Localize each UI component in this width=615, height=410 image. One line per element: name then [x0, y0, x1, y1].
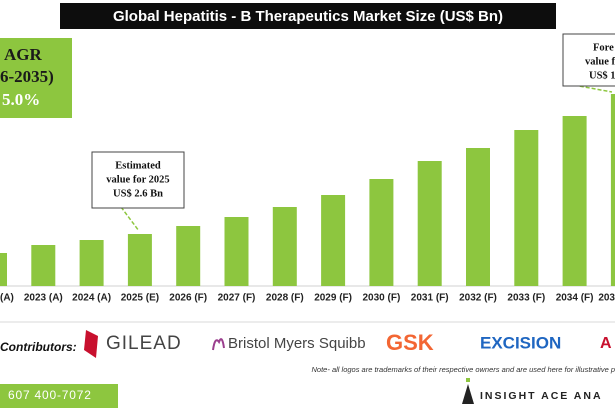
footer-phone-bar: [0, 384, 118, 408]
cagr-text: 5.0%: [2, 90, 40, 109]
bars: [0, 94, 615, 286]
annotation-text: value for 2025: [106, 174, 169, 185]
x-tick-label: 2024 (A): [72, 293, 111, 304]
bar: [466, 148, 490, 286]
title-bar: [60, 3, 556, 29]
bar: [610, 94, 615, 286]
annotation-box: [91, 151, 185, 209]
logo: A: [600, 335, 612, 352]
bar: [79, 240, 104, 286]
x-tick-label: 203: [598, 293, 615, 304]
bar: [272, 207, 297, 286]
bar: [224, 217, 249, 286]
logo: GSK: [386, 330, 434, 355]
bar: [127, 234, 152, 286]
annotation-text: value f: [585, 56, 615, 67]
bar: [562, 116, 587, 286]
x-tick-label: 2025 (E): [121, 293, 159, 304]
x-tick-label: 2031 (F): [411, 293, 449, 304]
annotation-text: US$ 1: [589, 70, 615, 81]
note: Note- all logos are trademarks of their …: [312, 365, 615, 374]
x-tick-label: 2029 (F): [314, 293, 352, 304]
cagr-text: 6-2035): [0, 67, 54, 86]
x-tick-label: 2023 (A): [24, 293, 63, 304]
cagr-box: [0, 38, 72, 118]
annotation-text: Fore: [593, 42, 614, 53]
cagr-text: AGR: [4, 45, 43, 64]
annotation-box: [562, 33, 615, 87]
x-tick-label: 2028 (F): [266, 293, 304, 304]
annotation-connector: [120, 206, 140, 232]
bar: [369, 179, 394, 286]
chart-title: Global Hepatitis - B Therapeutics Market…: [113, 8, 503, 25]
x-tick-label: 2034 (F): [556, 293, 594, 304]
x-tick-label: (A): [0, 293, 14, 304]
bar: [321, 195, 346, 286]
annotation-text: US$ 2.6 Bn: [113, 188, 163, 199]
logo: Bristol Myers Squibb: [228, 335, 366, 352]
logo: GILEAD: [106, 333, 182, 354]
x-tick-label: 2027 (F): [218, 293, 256, 304]
brand-icon: [462, 384, 474, 404]
x-tick-label: 2032 (F): [459, 293, 497, 304]
x-tick-label: 2026 (F): [169, 293, 207, 304]
bar: [176, 226, 201, 286]
annotation-text: Estimated: [115, 160, 161, 171]
bms-icon: [212, 338, 225, 351]
gilead-icon: [84, 330, 98, 358]
brand-icon-dot: [466, 378, 470, 382]
footer-phone: 607 400-7072: [8, 388, 92, 402]
bar: [514, 130, 539, 286]
logo: EXCISION: [480, 333, 561, 352]
contributors-label: Contributors:: [0, 340, 77, 354]
bar: [417, 161, 442, 286]
footer-brand: INSIGHT ACE ANA: [480, 390, 603, 402]
category-labels: (A) 2023 (A) 2024 (A) 2025 (E) 2026 (F) 2027 …: [0, 293, 615, 304]
bar: [31, 245, 56, 286]
x-tick-label: 2033 (F): [507, 293, 545, 304]
bar: [0, 253, 7, 286]
x-tick-label: 2030 (F): [363, 293, 401, 304]
